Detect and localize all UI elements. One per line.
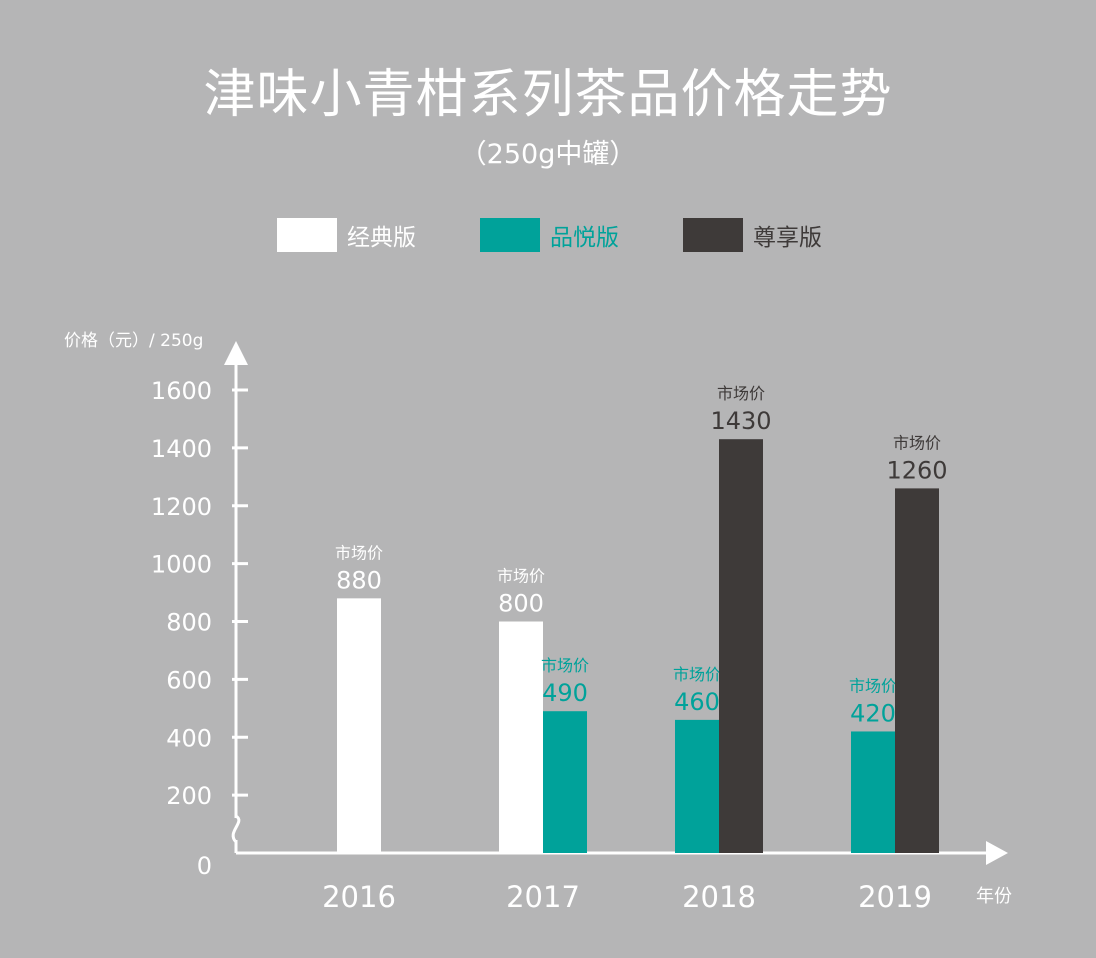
axis-break-mark — [231, 814, 241, 844]
data-label-value: 800 — [498, 590, 544, 618]
y-tick-label: 1200 — [151, 493, 212, 521]
legend-swatch-zunxiang — [683, 218, 743, 252]
data-label-prefix: 市场价 — [849, 676, 897, 695]
data-label-prefix: 市场价 — [717, 384, 765, 403]
data-label-value: 460 — [674, 688, 720, 716]
data-label-prefix: 市场价 — [673, 665, 721, 684]
bar-2017-品悦版 — [543, 711, 587, 853]
y-tick-label: 1000 — [151, 551, 212, 579]
y-tick-label: 600 — [166, 666, 212, 694]
legend-item-classic: 经典版 — [277, 218, 416, 252]
data-label-value: 880 — [336, 566, 382, 594]
legend-label-pinyue: 品悦版 — [550, 225, 619, 251]
legend-label-zunxiang: 尊享版 — [753, 225, 822, 251]
x-tick-label: 2016 — [322, 880, 396, 914]
y-axis-label: 价格（元）/ 250g — [64, 331, 203, 351]
data-label-prefix: 市场价 — [893, 433, 941, 452]
legend-item-zunxiang: 尊享版 — [683, 218, 822, 252]
bar-2018-尊享版 — [719, 439, 763, 853]
legend-swatch-pinyue — [480, 218, 540, 252]
x-tick-label: 2017 — [506, 880, 580, 914]
data-label-prefix: 市场价 — [541, 656, 589, 675]
data-label-value: 1260 — [886, 456, 947, 484]
bar-2019-尊享版 — [895, 488, 939, 853]
y-tick-label: 200 — [166, 782, 212, 810]
x-axis-label: 年份 — [976, 886, 1012, 907]
x-tick-label: 2018 — [682, 880, 756, 914]
y-tick-label: 400 — [166, 724, 212, 752]
y-tick-label: 1400 — [151, 435, 212, 463]
x-tick-label: 2019 — [858, 880, 932, 914]
chart-title: 津味小青柑系列茶品价格走势 — [203, 65, 893, 125]
bar-2016-经典版 — [337, 598, 381, 853]
data-label-value: 1430 — [710, 407, 771, 435]
y-axis-arrow — [224, 341, 248, 365]
x-axis-arrow — [986, 841, 1008, 865]
bar-2019-品悦版 — [851, 731, 895, 853]
legend-label-classic: 经典版 — [347, 225, 416, 251]
bar-2017-经典版 — [499, 621, 543, 853]
data-label-value: 420 — [850, 699, 896, 727]
y-tick-label: 1600 — [151, 377, 212, 405]
data-label-prefix: 市场价 — [335, 543, 383, 562]
legend-swatch-classic — [277, 218, 337, 252]
data-label-value: 490 — [542, 679, 588, 707]
legend-item-pinyue: 品悦版 — [480, 218, 619, 252]
bar-2018-品悦版 — [675, 719, 719, 853]
chart-subtitle: （250g中罐） — [459, 139, 637, 170]
data-label-prefix: 市场价 — [497, 567, 545, 586]
y-tick-label: 800 — [166, 609, 212, 637]
y-tick-label: 0 — [197, 852, 212, 880]
